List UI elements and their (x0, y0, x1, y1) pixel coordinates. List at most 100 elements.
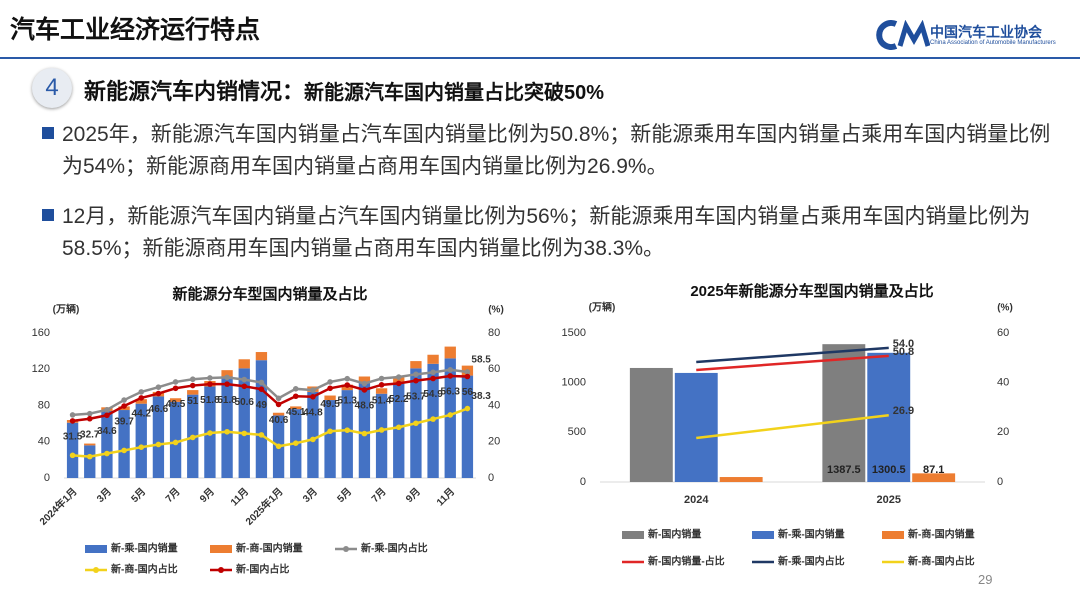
data-label: 54.0 (893, 338, 914, 350)
line-marker (86, 410, 93, 417)
bar-segment (84, 445, 96, 478)
data-label: 50.6 (235, 397, 255, 408)
bar-segment (272, 412, 285, 416)
bar (719, 477, 763, 482)
bar-label: 1387.5 (827, 464, 861, 476)
bar-segment (187, 390, 199, 395)
y-axis-title: (万辆) (589, 301, 616, 314)
line-marker (155, 384, 162, 390)
data-label: 39.7 (114, 417, 134, 428)
bar-segment (375, 393, 388, 478)
y2-tick-label: 20 (488, 436, 500, 448)
data-label: 44.8 (303, 407, 323, 418)
line-marker (258, 432, 265, 438)
bar-segment (135, 399, 147, 404)
line-marker (104, 407, 110, 413)
x-tick-label: 3月 (300, 486, 319, 505)
line-marker (413, 420, 419, 427)
bar-segment (444, 346, 456, 359)
data-label: 49.5 (320, 399, 340, 410)
legend-label: 新-国内销量-占比 (648, 555, 725, 568)
page-number: 29 (978, 572, 993, 587)
data-label: 49 (256, 400, 268, 411)
data-label: 34.6 (97, 426, 117, 437)
line (696, 354, 889, 372)
line-marker (86, 453, 93, 460)
org-name: 中国汽车工业协会 (930, 24, 1042, 40)
legend-label: 新-国内销量 (648, 528, 701, 541)
line-marker (292, 393, 299, 400)
line-marker (447, 366, 454, 373)
y-tick-label: 0 (580, 476, 586, 488)
bar-segment (238, 359, 250, 369)
line-marker (430, 416, 436, 422)
line (696, 346, 889, 364)
x-tick-label: 7月 (369, 486, 388, 505)
line-marker (447, 412, 454, 418)
line-marker (378, 375, 385, 382)
y-tick-label: 160 (32, 327, 50, 339)
bar-segment (221, 376, 233, 478)
line-marker (207, 381, 213, 387)
line-marker (69, 418, 76, 424)
line-marker (327, 428, 333, 435)
line-marker (413, 371, 419, 378)
line-marker (344, 382, 351, 388)
line-marker (430, 369, 436, 376)
line-marker (121, 403, 127, 409)
legend-label: 新-乘-国内占比 (361, 542, 428, 555)
header-rule (0, 57, 1080, 59)
line-marker (172, 379, 179, 385)
data-label: 45.1 (286, 407, 306, 418)
y-axis-title: (万辆) (53, 303, 80, 316)
line-marker (69, 412, 76, 418)
legend-swatch (622, 531, 644, 539)
y-tick-label: 500 (568, 426, 586, 438)
bar-label: 87.1 (923, 464, 944, 476)
line-marker (395, 424, 402, 431)
line-marker (207, 375, 213, 381)
y2-axis-title: (%) (997, 303, 1013, 314)
line-marker (86, 415, 93, 422)
line-marker (189, 382, 196, 389)
line-marker (275, 443, 282, 450)
line-marker (395, 380, 402, 387)
line-marker (224, 428, 230, 435)
x-tick-label: 11月 (434, 486, 457, 509)
chart-title: 新能源分车型国内销量及占比 (172, 285, 367, 303)
line-marker (241, 430, 248, 437)
section-number: 4 (32, 68, 72, 108)
line-marker (189, 434, 196, 441)
data-label: 51.4 (372, 395, 392, 406)
data-label: 51.3 (338, 396, 358, 407)
subheading: 新能源汽车国内销量占比突破50% (304, 82, 605, 104)
bar (629, 367, 673, 482)
y2-tick-label: 40 (488, 399, 500, 411)
data-label: 38.3 (471, 391, 491, 402)
bar-segment (410, 361, 422, 369)
bar-segment (255, 352, 268, 361)
y2-tick-label: 40 (997, 377, 1009, 389)
y-tick-label: 0 (44, 472, 50, 484)
legend-swatch (882, 531, 904, 539)
data-label: 46.6 (149, 404, 169, 415)
data-label: 58.5 (471, 355, 491, 366)
data-label: 56.3 (441, 387, 461, 398)
bar-segment (238, 368, 250, 478)
legend-label: 新-商-国内销量 (236, 542, 303, 555)
line-marker (464, 369, 471, 375)
y2-axis-title: (%) (488, 305, 504, 316)
slide-title: 汽车工业经济运行特点 (10, 16, 261, 44)
data-label: 49.5 (166, 399, 186, 410)
legend-swatch (752, 531, 774, 539)
bar (912, 473, 956, 482)
data-label: 40.6 (269, 415, 289, 426)
bar-segment (84, 443, 96, 446)
line-marker (207, 430, 213, 436)
bar-segment (444, 358, 456, 478)
line-marker (121, 397, 127, 403)
data-label: 48.6 (355, 401, 375, 412)
line-marker (224, 381, 230, 387)
data-label: 32.7 (80, 429, 100, 440)
